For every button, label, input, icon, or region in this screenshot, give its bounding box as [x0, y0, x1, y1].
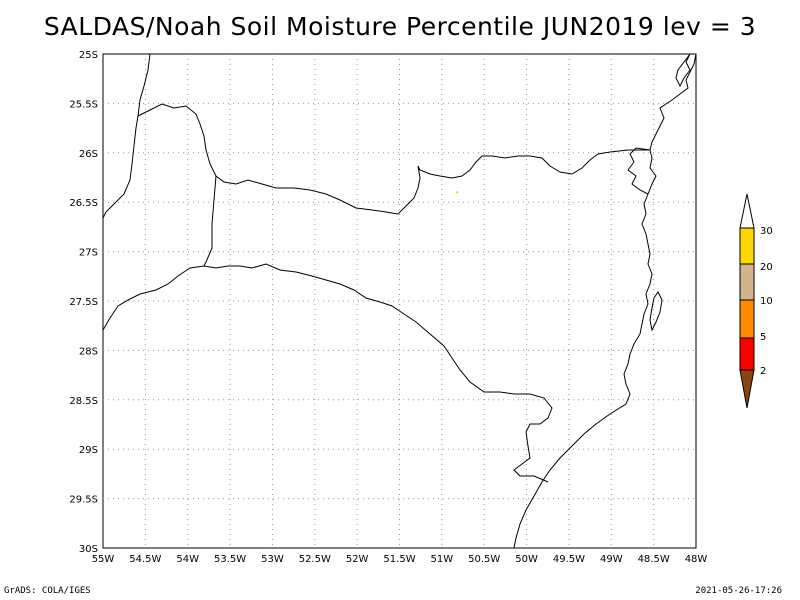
x-tick-label: 48.5W — [638, 554, 670, 565]
x-tick-label: 55W — [92, 554, 115, 565]
colorbar-label: 20 — [760, 262, 773, 273]
y-tick-label: 25S — [79, 50, 98, 61]
coastline — [513, 53, 697, 549]
y-axis-tick-labels: 25S 25.5S 26S 26.5S 27S 27.5S 28S 28.5S 29S 29.5S… — [69, 50, 98, 555]
y-tick-label: 28S — [79, 346, 98, 357]
colorbar-legend: 2 5 10 20 30 — [739, 193, 773, 409]
santa-catarina-island — [649, 291, 663, 332]
colorbar-box — [739, 299, 755, 339]
x-tick-label: 53W — [261, 554, 284, 565]
y-tick-label: 25.5S — [69, 99, 98, 110]
y-tick-label: 30S — [79, 544, 98, 555]
x-tick-label: 54.5W — [129, 554, 161, 565]
northern-bay — [675, 53, 691, 88]
x-tick-label: 53.5W — [214, 554, 246, 565]
x-tick-label: 51.5W — [383, 554, 415, 565]
y-tick-label: 26.5S — [69, 198, 98, 209]
shaded-data-pixel — [456, 191, 459, 194]
x-tick-label: 54W — [176, 554, 199, 565]
x-tick-label: 52.5W — [299, 554, 331, 565]
colorbar-box — [739, 227, 755, 265]
colorbar-high-triangle — [739, 193, 755, 229]
colorbar-label: 10 — [760, 296, 773, 307]
x-tick-label: 51W — [431, 554, 454, 565]
y-tick-label: 29S — [79, 445, 98, 456]
x-tick-label: 49.5W — [553, 554, 585, 565]
colorbar-box — [739, 337, 755, 371]
border-argentina-west — [203, 175, 217, 267]
y-tick-label: 28.5S — [69, 396, 98, 407]
border-parana-santa-catarina — [102, 103, 650, 219]
y-tick-label: 29.5S — [69, 495, 98, 506]
x-tick-label: 48W — [685, 554, 708, 565]
footer-timestamp: 2021-05-26-17:26 — [695, 586, 782, 596]
colorbar-box — [739, 263, 755, 301]
colorbar-label: 5 — [760, 332, 766, 343]
colorbar-label: 2 — [760, 366, 766, 377]
coastal-inlets — [627, 147, 651, 195]
x-tick-label: 50.5W — [468, 554, 500, 565]
x-axis-tick-labels: 55W 54.5W 54W 53.5W 53W 52.5W 52W 51.5W 51W 50.5W… — [92, 554, 708, 565]
colorbar-label: 30 — [760, 226, 773, 237]
y-tick-label: 27S — [79, 248, 98, 259]
map-title: SALDAS/Noah Soil Moisture Percentile JUN… — [43, 12, 757, 41]
plot-frame — [102, 53, 697, 549]
y-tick-label: 26S — [79, 149, 98, 160]
grid-lines — [103, 54, 696, 548]
y-tick-label: 27.5S — [69, 297, 98, 308]
x-tick-label: 52W — [346, 554, 369, 565]
border-argentina-north — [137, 53, 151, 117]
x-tick-label: 50W — [515, 554, 538, 565]
border-santa-catarina-rio-grande-do-sul — [102, 263, 553, 483]
colorbar-low-triangle — [739, 369, 755, 409]
x-tick-label: 49W — [600, 554, 623, 565]
footer-credit: GrADS: COLA/IGES — [4, 586, 91, 596]
